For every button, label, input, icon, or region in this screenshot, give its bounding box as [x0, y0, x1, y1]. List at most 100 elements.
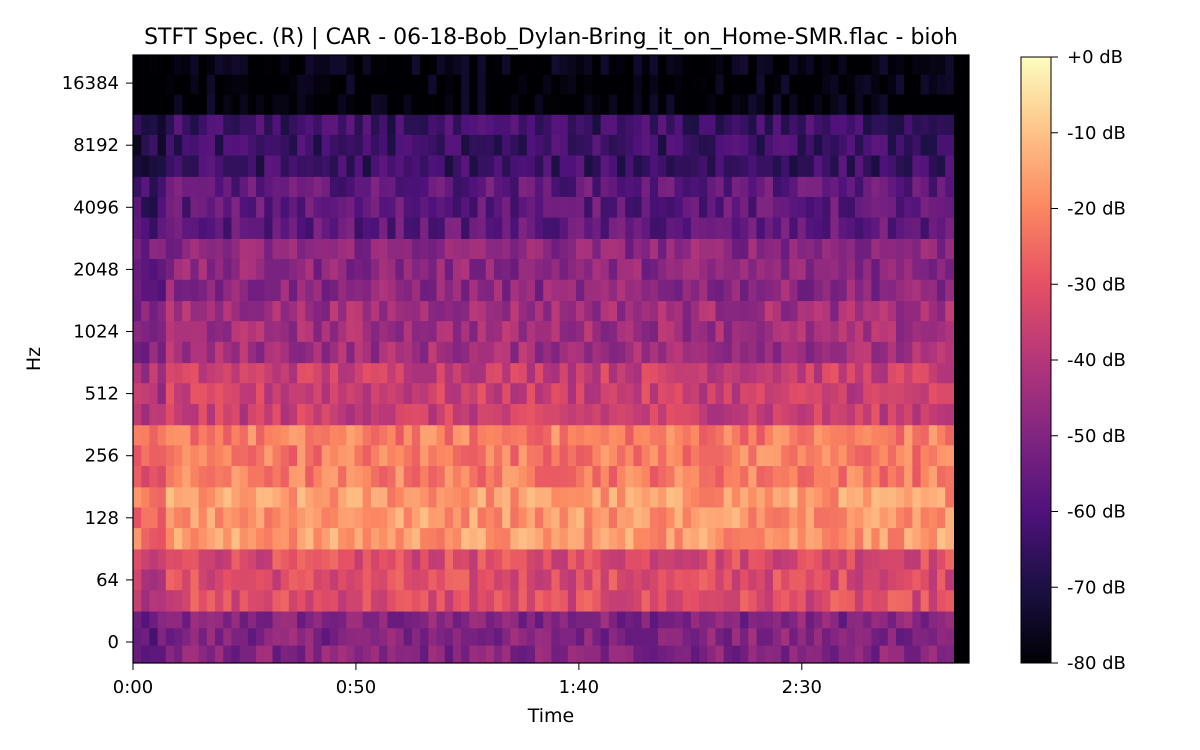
heatmap-cell — [936, 486, 946, 509]
heatmap-cell — [395, 114, 405, 136]
heatmap-cell — [789, 590, 799, 612]
heatmap-cell — [813, 279, 823, 302]
heatmap-cell — [297, 155, 306, 177]
heatmap-cell — [846, 590, 856, 612]
heatmap-cell — [723, 486, 733, 509]
heatmap-cell — [822, 341, 831, 364]
heatmap-cell — [354, 548, 364, 571]
heatmap-cell — [247, 424, 257, 446]
heatmap-cell — [157, 55, 167, 76]
heatmap-cell — [904, 466, 913, 488]
heatmap-cell — [395, 155, 405, 177]
heatmap-cell — [215, 628, 224, 647]
heatmap-cell — [362, 279, 372, 302]
heatmap-cell — [395, 486, 405, 509]
heatmap-cell — [945, 486, 954, 509]
heatmap-cell — [690, 176, 700, 198]
heatmap-cell — [485, 486, 495, 509]
heatmap-cell — [157, 610, 167, 629]
heatmap-cell — [912, 610, 922, 629]
heatmap-cell — [526, 610, 536, 629]
heatmap-cell — [436, 445, 446, 467]
heatmap-cell — [592, 55, 602, 76]
heatmap-cell — [699, 155, 708, 177]
heatmap-cell — [403, 74, 413, 96]
heatmap-cell — [633, 155, 643, 177]
heatmap-cell — [551, 217, 561, 239]
heatmap-cell — [215, 217, 224, 239]
heatmap-cell — [231, 628, 241, 647]
heatmap-cell — [715, 528, 725, 550]
heatmap-cell — [272, 279, 282, 302]
heatmap-cell — [789, 528, 799, 550]
heatmap-cell — [534, 528, 544, 550]
heatmap-cell — [141, 590, 150, 612]
heatmap-cell — [871, 259, 881, 281]
heatmap-cell — [477, 259, 487, 281]
heatmap-cell — [854, 383, 864, 405]
heatmap-cell — [625, 486, 635, 509]
heatmap-cell — [133, 114, 142, 136]
heatmap-cell — [805, 610, 815, 629]
heatmap-cell — [141, 645, 150, 663]
heatmap-cell — [452, 217, 462, 239]
heatmap-cell — [592, 548, 602, 571]
heatmap-cell — [206, 628, 216, 647]
heatmap-cell — [411, 403, 421, 426]
heatmap-cell — [379, 403, 388, 426]
heatmap-cell — [559, 383, 569, 405]
heatmap-cell — [666, 74, 676, 96]
heatmap-cell — [305, 590, 315, 612]
heatmap-cell — [699, 341, 708, 364]
heatmap-cell — [846, 176, 856, 198]
heatmap-cell — [141, 134, 150, 157]
heatmap-cell — [190, 196, 200, 219]
heatmap-cell — [559, 341, 569, 364]
heatmap-cell — [346, 466, 356, 488]
heatmap-cell — [617, 548, 626, 571]
heatmap-cell — [912, 645, 922, 663]
heatmap-cell — [863, 134, 872, 157]
heatmap-cell — [592, 466, 602, 488]
heatmap-cell — [215, 645, 224, 663]
heatmap-cell — [256, 590, 265, 612]
heatmap-cell — [904, 486, 913, 509]
heatmap-cell — [879, 114, 889, 136]
heatmap-cell — [526, 217, 536, 239]
heatmap-cell — [551, 279, 561, 302]
heatmap-cell — [436, 507, 446, 529]
heatmap-cell — [822, 176, 831, 198]
heatmap-cell — [871, 74, 881, 96]
heatmap-cell — [912, 445, 922, 467]
heatmap-cell — [576, 610, 585, 629]
x-tick-label: 0:50 — [336, 677, 376, 698]
heatmap-cell — [600, 196, 610, 219]
heatmap-cell — [838, 403, 848, 426]
heatmap-cell — [256, 610, 265, 629]
heatmap-cell — [477, 94, 487, 115]
heatmap-cell — [756, 94, 766, 115]
heatmap-cell — [174, 114, 183, 136]
heatmap-cell — [781, 548, 790, 571]
heatmap-cell — [379, 259, 388, 281]
heatmap-cell — [305, 362, 315, 384]
heatmap-cell — [682, 176, 692, 198]
heatmap-cell — [510, 217, 520, 239]
heatmap-cell — [756, 134, 766, 157]
heatmap-cell — [477, 155, 487, 177]
heatmap-cell — [863, 383, 872, 405]
heatmap-cell — [485, 528, 495, 550]
heatmap-cell — [912, 362, 922, 384]
heatmap-cell — [756, 548, 766, 571]
heatmap-cell — [403, 548, 413, 571]
heatmap-cell — [452, 445, 462, 467]
heatmap-cell — [584, 486, 594, 509]
heatmap-cell — [469, 507, 479, 529]
heatmap-cell — [682, 466, 692, 488]
heatmap-cell — [584, 645, 594, 663]
heatmap-cell — [395, 383, 405, 405]
heatmap-cell — [936, 74, 946, 96]
heatmap-cell — [165, 217, 175, 239]
heatmap-cell — [370, 445, 380, 467]
heatmap-cell — [936, 590, 946, 612]
